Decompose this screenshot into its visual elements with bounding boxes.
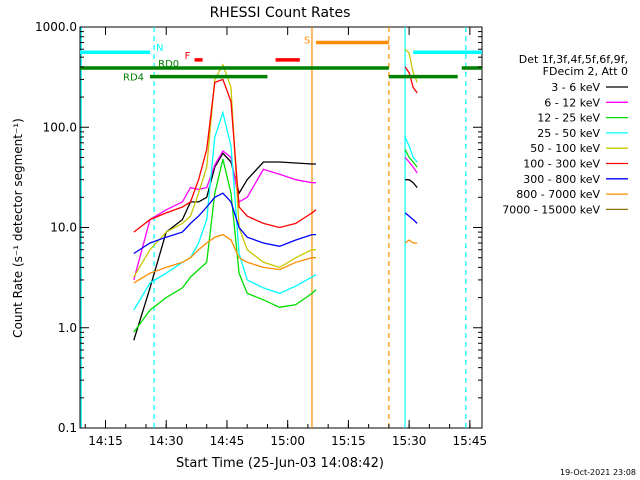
legend-entry-label-2: 12 - 25 keV [537,112,600,125]
series-line-0 [133,152,316,341]
series-line-late-1 [404,156,418,174]
x-tick-label-0: 14:15 [88,434,123,448]
series-line-late-6 [404,212,418,224]
x-tick-label-5: 15:30 [392,434,427,448]
x-tick-label-4: 15:15 [331,434,366,448]
chart-title: RHESSI Count Rates [210,5,351,21]
y-axis-ticks: 0.1 1.0 10.0 100.0 1000.0 [35,20,482,435]
flag-label-f: F [185,51,191,62]
timestamp: 19-Oct-2021 23:08 [560,468,636,477]
series-line-2 [133,159,317,333]
x-axis-label: Start Time (25-Jun-03 14:08:42) [176,456,384,471]
legend: Det 1f,3f,4f,5f,6f,9f,FDecim 2, Att 0 3 -… [502,53,628,216]
legend-entry-label-1: 6 - 12 keV [544,96,600,109]
series-line-late-3 [404,136,418,163]
legend-header-1: FDecim 2, Att 0 [543,65,628,78]
y-tick-label-0: 0.1 [58,421,77,435]
y-tick-label-3: 100.0 [43,120,77,134]
series-line-late-7 [404,239,418,244]
series-line-late-0 [405,179,418,189]
legend-entry-label-8: 7000 - 15000 keV [502,203,600,216]
legend-entry-label-6: 300 - 800 keV [523,173,600,186]
series-line-6 [133,192,316,255]
y-tick-label-4: 1000.0 [35,20,77,34]
y-tick-label-1: 1.0 [58,321,77,335]
series-line-5 [133,78,317,233]
flag-label-s: S [304,36,310,47]
data-series [133,48,418,341]
x-tick-label-1: 14:30 [149,434,184,448]
legend-entry-label-0: 3 - 6 keV [551,81,600,94]
x-tick-label-2: 14:45 [210,434,245,448]
legend-header-0: Det 1f,3f,4f,5f,6f,9f, [519,53,628,66]
flag-label-rd4: RD4 [123,73,144,84]
series-line-late-5 [404,66,418,94]
flag-label-n: N [156,43,163,54]
series-line-7 [133,233,316,284]
series-line-3 [133,110,317,311]
series-line-4 [133,63,316,278]
legend-entry-label-5: 100 - 300 keV [523,158,600,171]
x-tick-label-6: 15:45 [453,434,488,448]
series-line-1 [133,150,316,281]
y-axis-label: Count Rate (s⁻¹ detector segment⁻¹) [11,118,25,338]
y-tick-label-2: 10.0 [50,221,77,235]
legend-entry-label-4: 50 - 100 keV [530,142,600,155]
x-tick-label-3: 15:00 [270,434,305,448]
flag-bars: N F S RD0 RD4 [80,36,482,84]
series-line-late-2 [404,149,418,168]
x-axis-ticks: 14:15 14:30 14:45 15:00 15:15 15:30 15:45 [84,27,488,448]
legend-entry-label-7: 800 - 7000 keV [516,188,600,201]
legend-entry-label-3: 25 - 50 keV [537,127,600,140]
flag-label-rd0: RD0 [158,59,179,70]
vertical-markers [80,27,467,428]
